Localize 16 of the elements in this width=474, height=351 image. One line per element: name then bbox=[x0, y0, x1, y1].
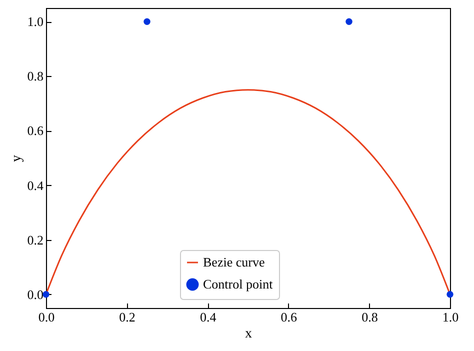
x-tick-label: 0.4 bbox=[200, 310, 217, 324]
y-tick-label: 1.0 bbox=[27, 14, 44, 30]
x-axis-title: x bbox=[245, 326, 252, 342]
legend-label: Control point bbox=[203, 276, 274, 292]
y-tick-label: 0.2 bbox=[27, 232, 44, 248]
y-tick-label: 0.6 bbox=[27, 123, 44, 138]
x-tick-label: 1.0 bbox=[442, 310, 459, 324]
y-tick-label: 0.0 bbox=[27, 286, 44, 302]
x-tick-label: 0.0 bbox=[38, 310, 55, 324]
y-axis-title: y bbox=[9, 155, 24, 162]
legend-label: Bezie curve bbox=[203, 254, 265, 270]
x-tick-label: 0.2 bbox=[119, 310, 136, 324]
x-tick-label: 0.6 bbox=[280, 310, 298, 324]
y-tick-label: 0.8 bbox=[27, 68, 44, 84]
x-tick-label: 0.8 bbox=[362, 310, 378, 324]
y-tick-label: 0.4 bbox=[27, 178, 44, 193]
